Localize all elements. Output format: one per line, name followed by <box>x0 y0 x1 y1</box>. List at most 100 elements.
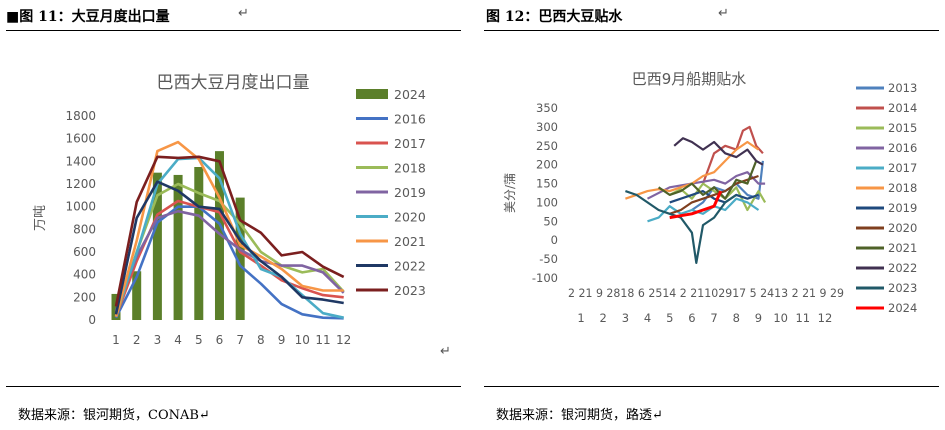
x-tick-label: 11 <box>795 311 810 325</box>
y-tick-label: 400 <box>73 268 96 282</box>
y-tick-label: 0 <box>551 233 558 247</box>
y-tick-label: 600 <box>73 245 96 259</box>
line-2019 <box>114 209 345 312</box>
line-2017 <box>647 197 760 223</box>
left-bottom-rule <box>6 386 461 387</box>
legend-label-2024: 2024 <box>888 301 917 315</box>
legend-label-2016: 2016 <box>394 112 426 127</box>
legend-label-2021: 2021 <box>394 234 426 249</box>
bar-2024 <box>235 197 245 320</box>
y-tick-label: 1400 <box>65 154 96 168</box>
x-tick-label: 5 <box>666 311 673 325</box>
line-2024 <box>669 190 723 220</box>
y-tick-label: 200 <box>536 158 558 172</box>
x-tick-label: 7 <box>710 311 717 325</box>
bar-2024 <box>173 174 183 320</box>
y-tick-label: 800 <box>73 222 96 236</box>
x-tick-label: 1 <box>112 333 120 347</box>
x-tick-label: 4 <box>174 333 182 347</box>
line-2014 <box>701 125 764 184</box>
x-tick-label: 4 <box>644 311 651 325</box>
line-2019 <box>669 190 759 204</box>
y-axis-label: 万吨 <box>33 205 48 231</box>
y-tick-label: 150 <box>536 177 558 191</box>
bar-2024 <box>132 271 142 320</box>
right-bottom-rule <box>484 386 939 387</box>
x-tick-label: 6 <box>688 311 695 325</box>
x-tick-label: 12 <box>818 311 833 325</box>
bar-2024 <box>214 151 224 320</box>
legend-label-2014: 2014 <box>888 101 917 115</box>
legend-label-2018: 2018 <box>888 181 917 195</box>
bar-2024 <box>111 293 121 320</box>
right-source-note: 数据来源：银河期货，路透↵ <box>496 408 663 423</box>
chart-title: 巴西大豆月度出口量 <box>157 73 310 93</box>
line-2016 <box>646 171 766 200</box>
y-tick-label: 0 <box>88 313 96 327</box>
y-tick-label: 350 <box>536 101 558 115</box>
chart-title: 巴西9月船期贴水 <box>632 70 747 88</box>
figure-11-title: ■图 11：大豆月度出口量 <box>6 9 170 25</box>
bar-2024 <box>152 172 162 320</box>
y-tick-label: 1000 <box>65 200 96 214</box>
y-tick-label: 200 <box>73 290 96 304</box>
return-mark: ↵ <box>440 344 451 359</box>
y-tick-label: 300 <box>536 120 558 134</box>
y-axis-label: 美分/蒲 <box>503 173 517 213</box>
x-tick-label: 3 <box>154 333 162 347</box>
x-tick-label: 12 <box>336 333 351 347</box>
x-tick-label: 9 <box>755 311 762 325</box>
y-tick-label: 1800 <box>65 109 96 123</box>
left-source-note: 数据来源：银河期货，CONAB↵ <box>18 408 210 423</box>
x-tick-label: 11 <box>315 333 330 347</box>
x-tick-label: 8 <box>257 333 265 347</box>
y-tick-label: -50 <box>539 252 558 266</box>
y-tick-label: -100 <box>532 271 558 285</box>
x-tick-label: 8 <box>733 311 740 325</box>
return-mark: ↵ <box>718 6 729 21</box>
x-tick-label: 2 <box>600 311 607 325</box>
y-tick-label: 250 <box>536 139 558 153</box>
x-tick-label: 5 <box>195 333 203 347</box>
x-tick-label: 1 <box>577 311 584 325</box>
legend-label-2022: 2022 <box>394 259 426 274</box>
y-tick-label: 1600 <box>65 132 96 146</box>
x-tick-label: 3 <box>622 311 629 325</box>
x-tick-row-1: 2 21 9 2818 6 2514 2 21102917 5 2413 2 2… <box>568 286 844 300</box>
legend-label-2013: 2013 <box>888 81 917 95</box>
y-tick-label: 100 <box>536 195 558 209</box>
line-2021 <box>657 160 758 200</box>
right-top-rule <box>484 30 939 31</box>
legend-label-2023: 2023 <box>888 281 917 295</box>
bar-2024 <box>194 167 204 320</box>
legend-label-2015: 2015 <box>888 121 917 135</box>
legend-label-2020: 2020 <box>394 210 426 225</box>
legend-label-2018: 2018 <box>394 161 426 176</box>
line-2023 <box>114 155 345 307</box>
legend-swatch-2024 <box>356 89 388 99</box>
legend-label-2019: 2019 <box>394 185 426 200</box>
line-2023 <box>625 190 737 264</box>
legend-label-2017: 2017 <box>888 161 917 175</box>
legend-label-2019: 2019 <box>888 201 917 215</box>
legend-label-2020: 2020 <box>888 221 917 235</box>
line-2016 <box>114 205 344 320</box>
legend-label-2016: 2016 <box>888 141 917 155</box>
legend-label-2021: 2021 <box>888 241 917 255</box>
legend-label-2024: 2024 <box>394 87 426 102</box>
x-tick-label: 6 <box>216 333 224 347</box>
return-mark: ↵ <box>238 6 249 21</box>
x-tick-label: 9 <box>278 333 286 347</box>
x-tick-label: 10 <box>295 333 310 347</box>
legend-label-2022: 2022 <box>888 261 917 275</box>
x-tick-label: 7 <box>236 333 244 347</box>
x-tick-label: 2 <box>133 333 141 347</box>
y-tick-label: 50 <box>543 214 558 228</box>
line-2018 <box>114 182 345 317</box>
y-tick-label: 1200 <box>65 177 96 191</box>
line-2020 <box>669 174 759 215</box>
line-2022 <box>114 180 344 315</box>
x-tick-label: 10 <box>773 311 788 325</box>
